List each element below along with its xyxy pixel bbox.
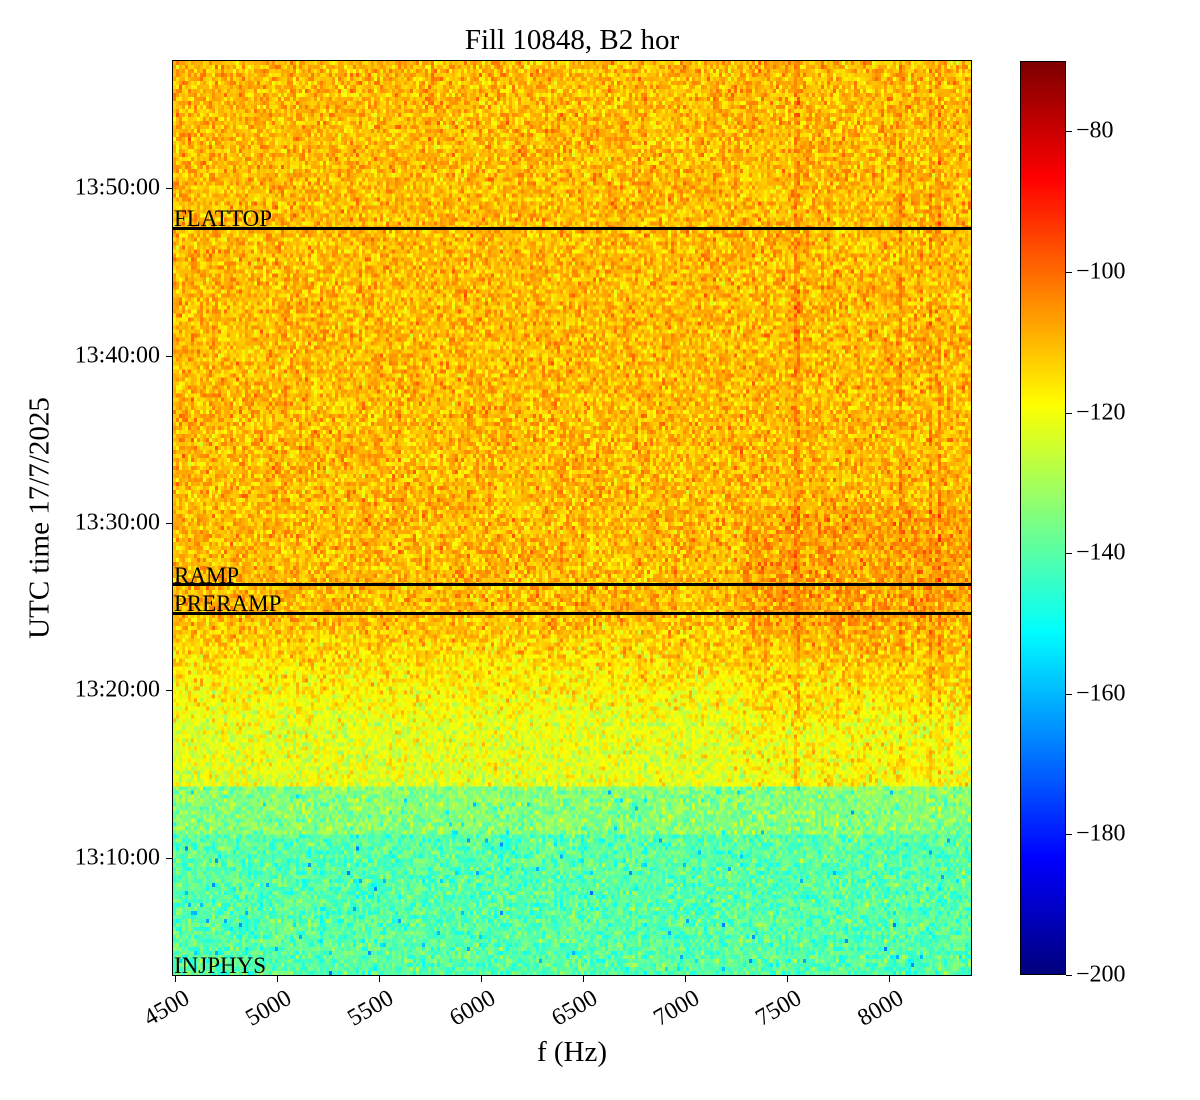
x-tick-label: 5500 — [343, 985, 399, 1032]
x-tick-label: 5000 — [241, 985, 297, 1032]
y-tick — [166, 857, 172, 859]
phase-marker-line — [173, 226, 971, 230]
colorbar-tick-label: −180 — [1076, 820, 1126, 847]
x-tick — [175, 976, 177, 982]
phase-marker-line — [173, 583, 971, 587]
x-tick — [379, 976, 381, 982]
colorbar-tick-label: −120 — [1076, 399, 1126, 426]
y-tick-label: 13:20:00 — [74, 676, 160, 703]
x-axis-title: f (Hz) — [536, 1036, 608, 1068]
x-tick-label: 6000 — [445, 985, 501, 1032]
x-tick-label: 7000 — [649, 985, 705, 1032]
x-tick — [889, 976, 891, 982]
colorbar-tick-label: −140 — [1076, 539, 1126, 566]
colorbar — [1020, 61, 1066, 975]
y-tick — [166, 188, 172, 190]
x-tick-label: 8000 — [853, 985, 909, 1032]
y-tick — [166, 355, 172, 357]
colorbar-tick — [1066, 693, 1072, 695]
y-axis-title: UTC time 17/7/2025 — [23, 397, 56, 639]
phase-marker-label: RAMP — [174, 562, 240, 588]
x-tick-label: 4500 — [139, 985, 195, 1032]
x-tick-label: 6500 — [547, 985, 603, 1032]
x-tick — [277, 976, 279, 982]
colorbar-tick-label: −100 — [1076, 258, 1126, 285]
phase-marker-label: INJPHYS — [174, 953, 267, 978]
phase-marker-label: PRERAMP — [174, 591, 282, 617]
colorbar-tick-label: −200 — [1076, 961, 1126, 988]
x-tick — [481, 976, 483, 982]
phase-marker-label: FLATTOP — [174, 206, 272, 232]
colorbar-tick-label: −80 — [1076, 117, 1114, 144]
plot-area: FLATTOP RAMP PRERAMP INJPHYS — [173, 61, 971, 978]
colorbar-tick — [1066, 131, 1072, 133]
x-tick — [583, 976, 585, 982]
x-tick — [787, 976, 789, 982]
spectrogram-heatmap — [173, 61, 971, 975]
y-tick-label: 13:10:00 — [74, 844, 160, 871]
colorbar-tick — [1066, 553, 1072, 555]
colorbar-tick — [1066, 271, 1072, 273]
chart-title: Fill 10848, B2 hor — [464, 24, 680, 56]
y-tick — [166, 523, 172, 525]
x-tick — [685, 976, 687, 982]
phase-marker-line — [173, 611, 971, 615]
y-tick-label: 13:30:00 — [74, 509, 160, 536]
colorbar-tick-label: −160 — [1076, 680, 1126, 707]
y-tick — [166, 690, 172, 692]
colorbar-tick — [1066, 412, 1072, 414]
y-tick-label: 13:40:00 — [74, 342, 160, 369]
colorbar-tick — [1066, 975, 1072, 976]
x-tick-label: 7500 — [751, 985, 807, 1032]
colorbar-tick — [1066, 834, 1072, 836]
y-tick-label: 13:50:00 — [74, 174, 160, 201]
